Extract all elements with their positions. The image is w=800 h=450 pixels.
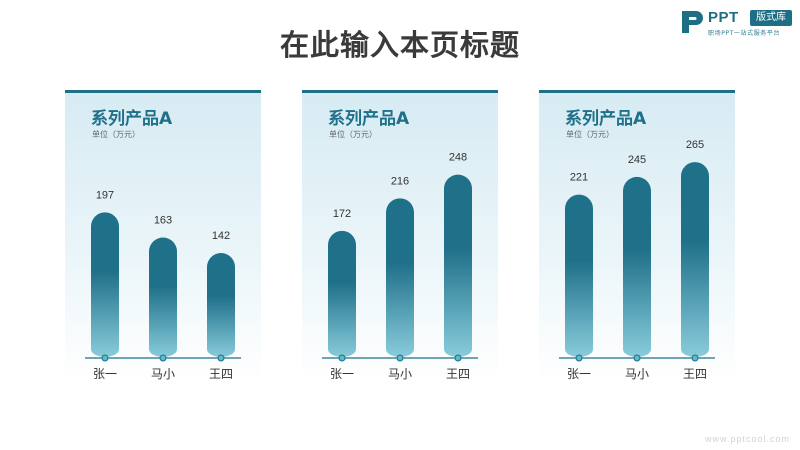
bar	[565, 194, 593, 360]
category-label: 王四	[683, 367, 707, 381]
chart-title: 系列产品A	[328, 109, 410, 129]
bar-node-dot	[217, 354, 225, 362]
bar	[386, 198, 414, 360]
category-label: 张一	[330, 367, 354, 381]
data-label: 245	[628, 154, 646, 166]
bar-chart: 221 张一 245 马小 265 王四	[559, 139, 715, 381]
data-label: 172	[333, 208, 351, 220]
bar-node-dot	[575, 354, 583, 362]
bar	[681, 162, 709, 360]
chart-title: 系列产品A	[565, 109, 647, 129]
chart-unit: 单位（万元）	[566, 130, 614, 139]
bar	[444, 174, 472, 360]
brand-logo: PPT 版式库 职场PPT一站式服务平台	[679, 7, 794, 39]
category-label: 张一	[93, 367, 117, 381]
watermark: www.pptcool.com	[704, 434, 790, 444]
category-label: 张一	[567, 367, 591, 381]
chart-unit: 单位（万元）	[92, 130, 140, 139]
bar-node-dot	[101, 354, 109, 362]
category-label: 王四	[209, 367, 233, 381]
bar-node-dot	[691, 354, 699, 362]
logo-tag: 版式库	[750, 10, 792, 26]
bar	[623, 176, 651, 360]
bar-node-dot	[396, 354, 404, 362]
chart-title: 系列产品A	[91, 109, 173, 129]
data-label: 221	[570, 172, 588, 184]
bar-node-dot	[338, 354, 346, 362]
bar	[328, 230, 356, 360]
category-label: 马小	[388, 367, 412, 381]
bar-chart: 172 张一 216 马小 248 王四	[322, 152, 478, 381]
data-label: 248	[449, 152, 467, 164]
chart-card-3: 系列产品A 单位（万元） 221 张一 245 马小 265 王四	[539, 90, 735, 382]
chart-unit: 单位（万元）	[329, 130, 377, 139]
bar-node-dot	[159, 354, 167, 362]
category-label: 马小	[151, 367, 175, 381]
bar-node-dot	[454, 354, 462, 362]
page-title[interactable]: 在此输入本页标题	[279, 28, 520, 62]
data-label: 163	[154, 214, 172, 226]
ppt-logo-icon	[682, 11, 703, 33]
data-label: 265	[686, 139, 704, 151]
bar-node-dot	[633, 354, 641, 362]
logo-brand-text: PPT	[708, 9, 739, 26]
category-label: 王四	[446, 367, 470, 381]
bar-chart: 197 张一 163 马小 142 王四	[85, 189, 241, 381]
logo-subtitle: 职场PPT一站式服务平台	[708, 30, 781, 37]
bar	[91, 212, 119, 360]
bar	[207, 253, 235, 360]
chart-card-2: 系列产品A 单位（万元） 172 张一 216 马小 248 王四	[302, 90, 498, 382]
data-label: 216	[391, 175, 409, 187]
bar	[149, 237, 177, 360]
chart-card-1: 系列产品A 单位（万元） 197 张一 163 马小 142 王四	[65, 90, 261, 382]
data-label: 197	[96, 189, 114, 201]
data-label: 142	[212, 230, 230, 242]
category-label: 马小	[625, 367, 649, 381]
